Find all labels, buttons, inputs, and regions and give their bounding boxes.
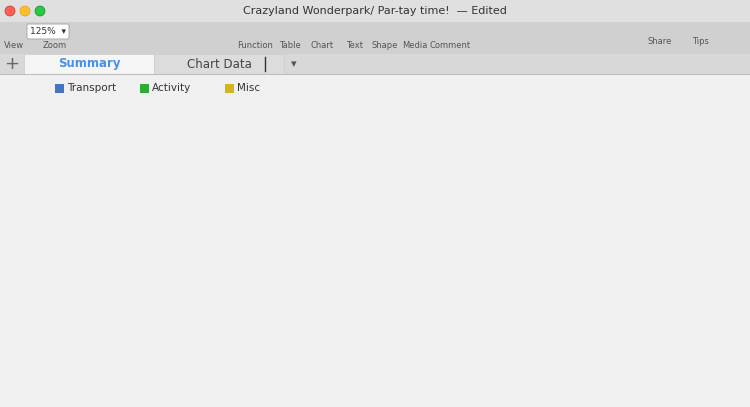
Text: Media: Media [402, 42, 427, 50]
Bar [225, 84, 234, 93]
Text: +: + [4, 55, 20, 73]
Text: %: % [539, 108, 550, 118]
Bar [54, 375, 68, 379]
Text: Misc: Misc [237, 83, 260, 93]
Text: Zoom: Zoom [43, 42, 67, 50]
Bar [0, 22, 750, 54]
Text: ▾: ▾ [291, 59, 297, 69]
Text: Chart: Chart [310, 42, 334, 50]
Bar [26, 372, 40, 379]
Text: Activity: Activity [152, 83, 191, 93]
Bar [140, 84, 149, 93]
Circle shape [5, 6, 15, 16]
Circle shape [20, 6, 30, 16]
Text: Transport: Transport [67, 83, 116, 93]
Bar [168, 377, 182, 379]
Bar [182, 346, 196, 379]
Text: Tips: Tips [692, 37, 709, 46]
Bar [238, 369, 253, 379]
Text: Comment: Comment [430, 42, 470, 50]
Bar [267, 372, 281, 379]
Bar [0, 54, 750, 74]
Text: Shape: Shape [372, 42, 398, 50]
Text: Crazyland Wonderpark/ Par-tay time!  — Edited: Crazyland Wonderpark/ Par-tay time! — Ed… [243, 6, 507, 16]
Text: Function: Function [237, 42, 273, 50]
Text: View: View [4, 42, 24, 50]
Text: Table: Table [279, 42, 301, 50]
Bar [111, 369, 125, 379]
Bar [0, 0, 750, 22]
Text: Share: Share [648, 37, 672, 46]
Text: Summary: Summary [58, 57, 120, 70]
Bar [338, 343, 352, 379]
Bar [253, 352, 267, 379]
Text: Text: Text [346, 42, 364, 50]
Text: 125%  ▾: 125% ▾ [30, 26, 66, 35]
Bar [154, 54, 284, 74]
Circle shape [35, 6, 45, 16]
Bar [324, 148, 338, 379]
Bar [97, 376, 111, 379]
Text: Chart Data: Chart Data [187, 57, 251, 70]
Bar [24, 54, 154, 74]
Bar [196, 374, 210, 379]
Bar [0, 74, 750, 407]
FancyBboxPatch shape [27, 24, 69, 39]
Bar [40, 366, 54, 379]
Bar [55, 84, 64, 93]
Bar [310, 377, 324, 379]
